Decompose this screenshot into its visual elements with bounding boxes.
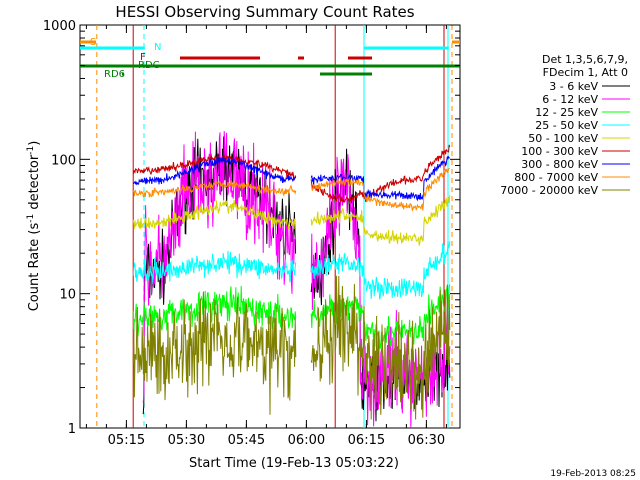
y-label-main: Count Rate (s xyxy=(27,223,42,312)
legend-entry-label: 25 - 50 keV xyxy=(535,119,598,132)
series-line-50-100-kev xyxy=(132,194,451,246)
series-line-100-300-kev xyxy=(132,144,451,203)
legend-header: FDecim 1, Att 0 xyxy=(543,66,628,79)
chart-title: HESSI Observing Summary Count Rates xyxy=(115,3,414,21)
series-line-300-800-kev xyxy=(132,155,450,202)
series-line-12-25-kev xyxy=(132,284,451,350)
flag-label-n: N xyxy=(154,42,161,53)
series-line-25-50-kev xyxy=(132,240,451,300)
legend: Det 1,3,5,6,7,9,FDecim 1, Att 03 - 6 keV… xyxy=(500,53,630,197)
x-tick-label: 05:30 xyxy=(168,433,205,448)
legend-entry-label: 50 - 100 keV xyxy=(528,132,598,145)
y-tick-label: 100 xyxy=(51,153,76,168)
flag-label-rdc: RDC xyxy=(138,60,160,71)
x-axis-label: Start Time (19-Feb-13 05:03:22) xyxy=(189,456,399,471)
flag-label-f: F xyxy=(140,52,146,63)
legend-entry-label: 3 - 6 keV xyxy=(549,80,598,93)
flag-label-rd6: RD6 xyxy=(104,69,125,80)
y-tick-label: 1000 xyxy=(43,19,76,34)
y-label-sup1: -1 xyxy=(26,214,36,223)
flag-label-s: S xyxy=(90,37,96,48)
y-label-end: ) xyxy=(27,141,42,146)
legend-entry-label: 7000 - 20000 keV xyxy=(500,184,598,197)
plot-frame xyxy=(79,24,461,429)
x-tick-label: 06:00 xyxy=(288,433,325,448)
y-tick-label: 1 xyxy=(68,422,76,437)
legend-entry-label: 100 - 300 keV xyxy=(521,145,598,158)
axes-ticks: 1 10 100 1000 05:15 05:30 05:45 06:00 06:15 06:30 xyxy=(43,19,460,448)
x-tick-label: 06:15 xyxy=(348,433,385,448)
legend-entry-label: 6 - 12 keV xyxy=(542,93,598,106)
x-tick-label: 06:30 xyxy=(408,433,445,448)
x-tick-label: 05:45 xyxy=(228,433,265,448)
legend-entry-label: 12 - 25 keV xyxy=(535,106,598,119)
y-axis-label: Count Rate (s-1 detector-1) xyxy=(26,141,42,312)
legend-entry-label: 800 - 7000 keV xyxy=(514,171,598,184)
x-tick-label: 05:15 xyxy=(108,433,145,448)
legend-entry-label: 300 - 800 keV xyxy=(521,158,598,171)
series-line-800-7000-kev xyxy=(132,167,450,211)
series-line-7000-20000-kev xyxy=(132,275,451,420)
legend-header: Det 1,3,5,6,7,9, xyxy=(542,53,628,66)
y-label-mid: detector xyxy=(27,154,42,214)
generation-timestamp: 19-Feb-2013 08:25 xyxy=(550,469,636,479)
series-lines xyxy=(132,131,451,429)
y-tick-label: 10 xyxy=(59,288,76,303)
y-label-sup2: -1 xyxy=(26,146,36,155)
